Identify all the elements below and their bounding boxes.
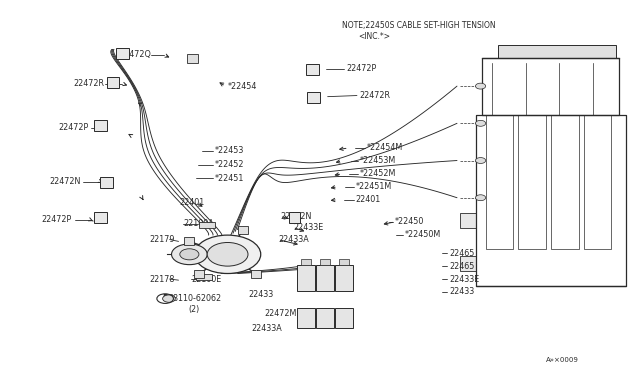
Bar — [116, 48, 129, 59]
Bar — [106, 77, 119, 88]
Text: *22450: *22450 — [395, 217, 424, 226]
Text: 22472P: 22472P — [41, 215, 71, 224]
Circle shape — [207, 243, 248, 266]
Text: *22452: *22452 — [215, 160, 244, 169]
Bar — [238, 226, 248, 234]
Text: (2): (2) — [188, 305, 199, 314]
Bar — [252, 270, 261, 278]
Text: *22451: *22451 — [215, 174, 244, 183]
Circle shape — [476, 121, 486, 126]
Text: 22433: 22433 — [248, 291, 274, 299]
Bar — [188, 54, 198, 63]
Text: 22465: 22465 — [449, 262, 475, 270]
Text: 22472N: 22472N — [280, 212, 312, 221]
Bar — [100, 177, 113, 188]
Circle shape — [172, 244, 207, 264]
Text: *22454: *22454 — [228, 82, 257, 91]
Text: *22452M: *22452M — [360, 169, 397, 178]
Text: A»×0009: A»×0009 — [546, 357, 579, 363]
Text: 22472R: 22472R — [74, 79, 104, 88]
Bar — [289, 212, 300, 222]
Text: 22178: 22178 — [149, 275, 175, 283]
Bar — [301, 259, 311, 265]
Text: 22472M: 22472M — [264, 309, 297, 318]
Bar — [499, 45, 616, 58]
Text: 22433A: 22433A — [278, 235, 309, 244]
Bar — [194, 270, 204, 278]
Bar — [335, 265, 353, 291]
Bar — [486, 115, 513, 249]
Bar — [297, 308, 315, 328]
Bar — [199, 222, 215, 228]
Circle shape — [476, 83, 486, 89]
Text: *22450M: *22450M — [404, 230, 441, 239]
Text: 22433: 22433 — [449, 288, 475, 296]
Text: 22465: 22465 — [449, 249, 475, 258]
Text: 22472R: 22472R — [360, 91, 390, 100]
Text: 22472N: 22472N — [49, 177, 81, 186]
Text: 08110-62062: 08110-62062 — [169, 294, 222, 303]
Text: 22401: 22401 — [180, 198, 205, 207]
Text: NOTE;22450S CABLE SET-HIGH TENSION: NOTE;22450S CABLE SET-HIGH TENSION — [342, 21, 496, 30]
Bar — [307, 92, 320, 103]
Bar — [306, 64, 319, 75]
Text: 22100E: 22100E — [191, 275, 221, 283]
Bar — [94, 119, 106, 131]
Bar — [551, 115, 579, 249]
Bar — [184, 237, 194, 246]
Bar — [584, 115, 611, 249]
Text: 22433A: 22433A — [252, 324, 283, 333]
Bar — [94, 212, 106, 223]
Bar — [320, 259, 330, 265]
Text: *22454M: *22454M — [367, 144, 403, 153]
Text: 22472Q: 22472Q — [119, 51, 151, 60]
Bar — [483, 58, 620, 115]
Bar — [316, 265, 334, 291]
Text: 22472P: 22472P — [59, 123, 89, 132]
Bar — [316, 308, 334, 328]
Circle shape — [476, 158, 486, 163]
Circle shape — [476, 195, 486, 201]
Bar — [518, 115, 546, 249]
Bar — [335, 308, 353, 328]
Bar — [297, 265, 315, 291]
Text: 22100A: 22100A — [183, 219, 214, 228]
Bar — [196, 273, 212, 280]
Bar — [339, 259, 349, 265]
Text: 22433E: 22433E — [449, 275, 479, 283]
Bar — [476, 115, 626, 286]
Circle shape — [163, 295, 175, 302]
Text: *22451M: *22451M — [356, 182, 392, 191]
Bar — [460, 213, 476, 228]
Text: *22453: *22453 — [215, 147, 244, 155]
Text: *22453M: *22453M — [360, 156, 396, 166]
Circle shape — [180, 249, 199, 260]
Bar — [460, 256, 476, 271]
Text: 22401: 22401 — [356, 195, 381, 204]
Text: B: B — [163, 294, 168, 303]
Text: 22179: 22179 — [149, 235, 175, 244]
Circle shape — [195, 235, 260, 273]
Text: 22472P: 22472P — [347, 64, 377, 73]
Text: <INC.*>: <INC.*> — [358, 32, 390, 41]
Text: 22433E: 22433E — [293, 223, 323, 232]
